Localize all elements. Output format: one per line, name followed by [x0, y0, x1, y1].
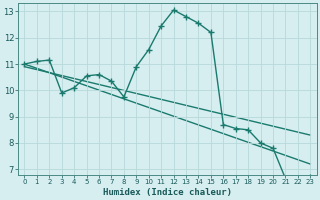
X-axis label: Humidex (Indice chaleur): Humidex (Indice chaleur) — [103, 188, 232, 197]
